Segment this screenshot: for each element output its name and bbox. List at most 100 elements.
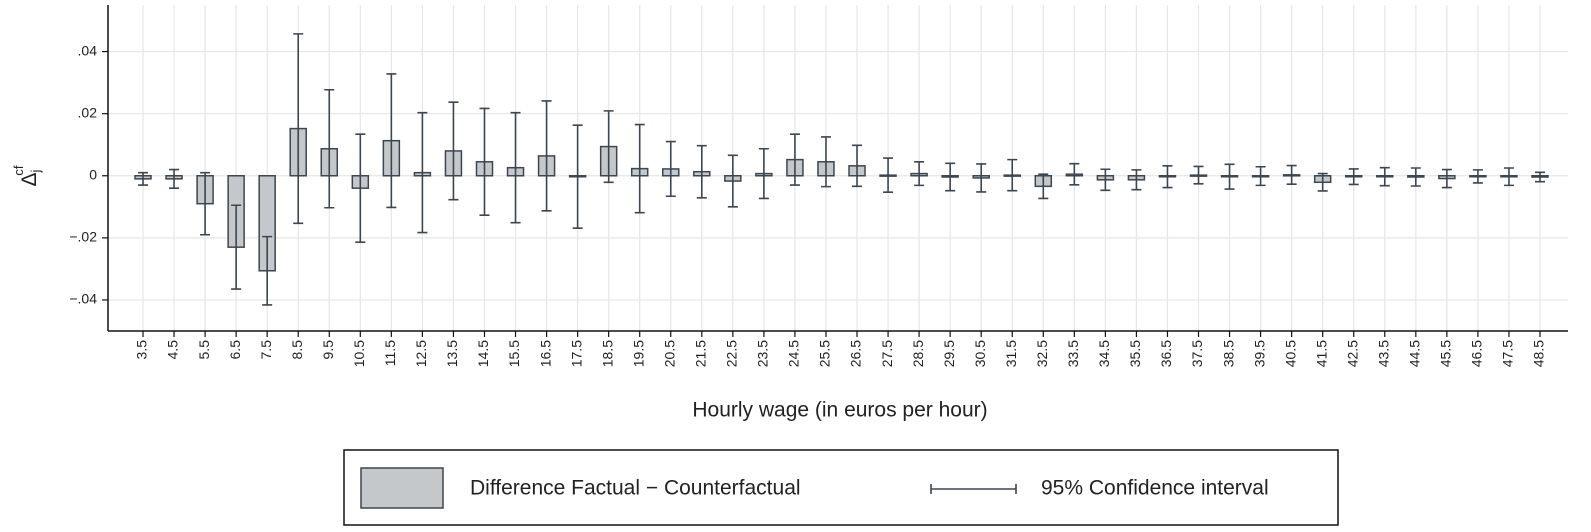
x-tick-label: 38.5 [1220, 340, 1236, 367]
x-tick-label: 32.5 [1034, 340, 1050, 367]
error-bar [820, 136, 831, 188]
y-tick-label: −.02 [69, 229, 97, 245]
error-bar [262, 235, 273, 306]
error-bar [479, 107, 490, 216]
x-tick-label: 45.5 [1438, 340, 1454, 367]
x-tick-label: 10.5 [351, 340, 367, 367]
error-bar [852, 144, 863, 188]
error-bar [1224, 163, 1235, 190]
error-bar [883, 157, 894, 194]
x-tick-label: 36.5 [1158, 340, 1174, 367]
error-bar [696, 144, 707, 199]
error-bar [1410, 167, 1421, 187]
error-bar [758, 147, 769, 200]
error-bar [1193, 165, 1204, 185]
legend-label: Difference Factual − Counterfactual [470, 477, 801, 500]
x-tick-label: 30.5 [972, 340, 988, 367]
x-tick-label: 48.5 [1531, 340, 1547, 367]
x-tick-label: 40.5 [1282, 340, 1298, 367]
error-bar [1131, 169, 1142, 191]
error-bar [1379, 166, 1390, 187]
x-tick-label: 18.5 [599, 340, 615, 367]
x-tick-label: 20.5 [661, 340, 677, 367]
x-tick-label: 6.5 [227, 340, 243, 360]
x-tick-label: 9.5 [320, 340, 336, 360]
x-tick-label: 21.5 [693, 340, 709, 367]
error-bar [727, 154, 738, 208]
error-bar [945, 162, 956, 192]
x-tick-label: 3.5 [134, 340, 150, 360]
error-bar [231, 204, 242, 290]
x-tick-label: 28.5 [910, 340, 926, 367]
error-bar [1317, 172, 1328, 192]
error-bar [572, 124, 583, 230]
x-tick-label: 23.5 [755, 340, 771, 367]
x-tick-label: 26.5 [848, 340, 864, 367]
error-bar [541, 100, 552, 212]
error-bar [293, 33, 304, 225]
x-tick-label: 42.5 [1344, 340, 1360, 367]
x-tick-label: 7.5 [258, 340, 274, 360]
x-tick-label: 14.5 [475, 340, 491, 367]
x-tick-label: 37.5 [1189, 340, 1205, 367]
x-tick-label: 35.5 [1127, 340, 1143, 367]
x-tick-label: 8.5 [289, 340, 305, 360]
y-label-sub: j [28, 169, 43, 173]
error-bar [1441, 168, 1452, 189]
x-tick-label: 12.5 [413, 340, 429, 367]
y-tick-label: 0 [89, 166, 97, 182]
error-bar [1348, 168, 1359, 186]
error-bar [1255, 165, 1266, 187]
error-bar [1162, 165, 1173, 189]
y-axis-label: Δjcf [11, 165, 43, 186]
error-bar [1472, 169, 1483, 184]
error-bar [355, 133, 366, 244]
x-tick-label: 31.5 [1003, 340, 1019, 367]
error-bar [510, 111, 521, 224]
error-bar [324, 88, 335, 209]
x-tick-label: 39.5 [1251, 340, 1267, 367]
x-tick-label: 15.5 [506, 340, 522, 367]
error-bar [603, 110, 614, 184]
x-tick-label: 4.5 [165, 340, 181, 360]
y-tick-label: −.04 [69, 291, 97, 307]
x-tick-label: 29.5 [941, 340, 957, 367]
error-bar [789, 133, 800, 186]
x-tick-label: 41.5 [1313, 340, 1329, 367]
legend-label: 95% Confidence interval [1041, 477, 1269, 500]
y-label-sup: cf [11, 165, 26, 176]
error-bar [1069, 162, 1080, 186]
x-tick-label: 27.5 [879, 340, 895, 367]
error-bar [1038, 173, 1049, 200]
error-bar [1007, 158, 1018, 192]
x-tick-label: 16.5 [537, 340, 553, 367]
error-bar [200, 171, 211, 236]
x-tick-label: 24.5 [786, 340, 802, 367]
error-bar [976, 163, 987, 193]
x-tick-label: 34.5 [1096, 340, 1112, 367]
error-bar [386, 73, 397, 209]
y-tick-label: .02 [78, 104, 98, 120]
x-tick-label: 11.5 [382, 340, 398, 366]
error-bar [1286, 164, 1297, 185]
y-label-symbol: Δ [18, 172, 41, 186]
error-bar [138, 171, 148, 186]
y-tick-label: .04 [78, 42, 98, 58]
x-tick-label: 33.5 [1065, 340, 1081, 367]
legend-box [343, 449, 1339, 526]
x-tick-label: 19.5 [630, 340, 646, 367]
x-tick-label: 25.5 [817, 340, 833, 367]
x-tick-label: 46.5 [1469, 340, 1485, 367]
legend-ci-symbol [930, 484, 1017, 494]
error-bar [448, 101, 459, 201]
error-bar [169, 168, 180, 189]
error-bar [665, 140, 676, 198]
x-axis-label: Hourly wage (in euros per hour) [692, 399, 987, 422]
x-tick-label: 43.5 [1375, 340, 1391, 367]
error-bar [914, 160, 925, 187]
error-bar [417, 111, 428, 234]
x-tick-label: 44.5 [1407, 340, 1423, 367]
x-tick-label: 17.5 [568, 340, 584, 367]
x-tick-label: 22.5 [724, 340, 740, 367]
